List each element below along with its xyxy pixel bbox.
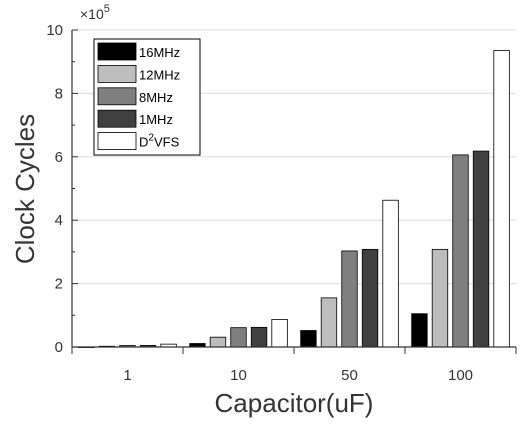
x-tick-label: 1: [123, 367, 131, 384]
legend-label: 16MHz: [139, 45, 180, 60]
bar-16mhz-100: [411, 313, 428, 348]
legend-swatch: [97, 42, 137, 61]
y-multiplier: ×105: [80, 3, 110, 22]
x-tick-label: 50: [341, 367, 358, 384]
y-ticks: 0 2 4 6 8 10: [46, 22, 78, 356]
legend-label: D2VFS: [139, 133, 180, 150]
legend-label-main: 8MHz: [139, 90, 173, 105]
legend-label-tail: VFS: [154, 135, 180, 150]
bar-12mhz-50: [320, 297, 338, 348]
y-tick-label: 2: [55, 276, 63, 293]
bar-12mhz-100: [431, 248, 449, 348]
legend: 16MHz 12MHz 8MHz 1MHz D2VFS: [93, 38, 201, 156]
bar-8mhz-50: [341, 250, 358, 348]
bar-d2vfs-50: [382, 199, 399, 348]
x-tick-label: 100: [448, 367, 473, 384]
y-multiplier-base: ×10: [80, 6, 104, 22]
bar-8mhz-100: [452, 154, 469, 348]
legend-swatch: [97, 132, 137, 151]
bar-1mhz-100: [472, 150, 490, 348]
y-tick-label: 8: [55, 85, 63, 102]
bar-d2vfs-10: [271, 319, 288, 348]
bar-12mhz-10: [209, 336, 227, 348]
bar-d2vfs-100: [493, 50, 510, 348]
x-ticks: 1 10 50 100: [71, 347, 517, 384]
bar-1mhz-10: [250, 326, 268, 348]
legend-label: 12MHz: [139, 67, 180, 82]
y-tick-label: 0: [55, 339, 63, 356]
bars: [78, 50, 510, 348]
x-axis-title: Capacitor(uF): [215, 388, 374, 418]
legend-swatch: [97, 87, 137, 106]
x-tick-label: 10: [230, 367, 247, 384]
legend-label: 1MHz: [139, 112, 173, 127]
legend-label-main: D: [139, 135, 148, 150]
legend-label-sup: 2: [148, 133, 154, 144]
y-tick-label: 6: [55, 149, 63, 166]
legend-label-main: 16MHz: [139, 45, 180, 60]
bar-1mhz-50: [361, 248, 379, 348]
legend-swatch: [97, 109, 137, 128]
bar-16mhz-50: [300, 330, 317, 348]
y-tick-label: 10: [46, 22, 63, 39]
y-tick-label: 4: [55, 212, 63, 229]
y-axis-title: Clock Cycles: [10, 114, 40, 264]
y-multiplier-exponent: 5: [104, 3, 110, 15]
legend-label-main: 12MHz: [139, 67, 180, 82]
legend-label-main: 1MHz: [139, 112, 173, 127]
legend-swatch: [97, 65, 137, 83]
legend-label: 8MHz: [139, 90, 173, 105]
bar-8mhz-10: [230, 327, 247, 348]
